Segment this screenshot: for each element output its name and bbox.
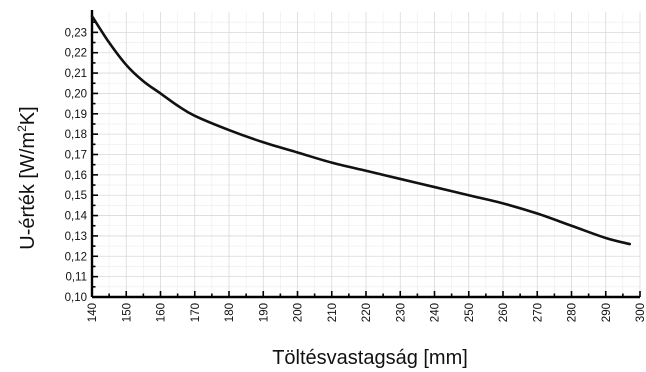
x-tick-label: 240 (430, 303, 442, 322)
grid (92, 12, 641, 297)
x-tick-label: 300 (635, 303, 646, 322)
axes (90, 10, 641, 299)
y-tick-label: 0,20 (65, 88, 87, 100)
u-value-curve (90, 14, 632, 246)
y-tick-labels: 0,10 0,11 0,12 0,13 0,14 0,15 0,16 0,17 0,18 0,19… (65, 27, 88, 304)
x-tick-label: 160 (156, 303, 168, 322)
y-tick-label: 0,18 (65, 129, 87, 141)
y-tick-label: 0,16 (65, 170, 87, 182)
x-tick-label: 140 (87, 303, 99, 322)
x-tick-label: 200 (293, 303, 305, 322)
y-tick-label: 0,21 (65, 68, 87, 80)
y-tick-label: 0,10 (65, 292, 87, 304)
x-tick-label: 180 (224, 303, 236, 322)
x-tick-label: 260 (498, 303, 510, 322)
y-tick-label: 0,22 (65, 48, 87, 60)
y-tick-label: 0,17 (65, 150, 87, 162)
y-tick-label: 0,12 (65, 251, 87, 263)
y-tick-label: 0,15 (65, 190, 87, 202)
series (90, 14, 632, 246)
y-tick-label: 0,23 (65, 27, 87, 39)
y-axis-title: U-érték [W/m2K] (15, 106, 39, 249)
x-axis-title: Töltésvastagság [mm] (272, 347, 468, 369)
y-tick-label: 0,13 (65, 231, 87, 243)
y-axis-title-main: U-érték [W/m (17, 132, 39, 250)
x-tick-label: 290 (601, 303, 613, 322)
x-tick-label: 190 (258, 303, 270, 322)
x-tick-label: 280 (567, 303, 579, 322)
x-tick-label: 210 (327, 303, 339, 322)
x-tick-label: 250 (464, 303, 476, 322)
y-axis-title-sup: 2 (15, 125, 29, 132)
x-tick-label: 220 (361, 303, 373, 322)
x-tick-label: 170 (190, 303, 202, 322)
y-tick-label: 0,14 (65, 211, 88, 223)
y-tick-label: 0,19 (65, 109, 87, 121)
y-tick-label: 0,11 (65, 272, 87, 284)
x-tick-label: 230 (395, 303, 407, 322)
x-tick-label: 270 (532, 303, 544, 322)
x-tick-labels: 140 150 160 170 180 190 200 210 220 230 240 250 260 2… (87, 303, 646, 322)
y-axis-title-end: K] (17, 106, 39, 125)
x-tick-label: 150 (121, 303, 133, 322)
